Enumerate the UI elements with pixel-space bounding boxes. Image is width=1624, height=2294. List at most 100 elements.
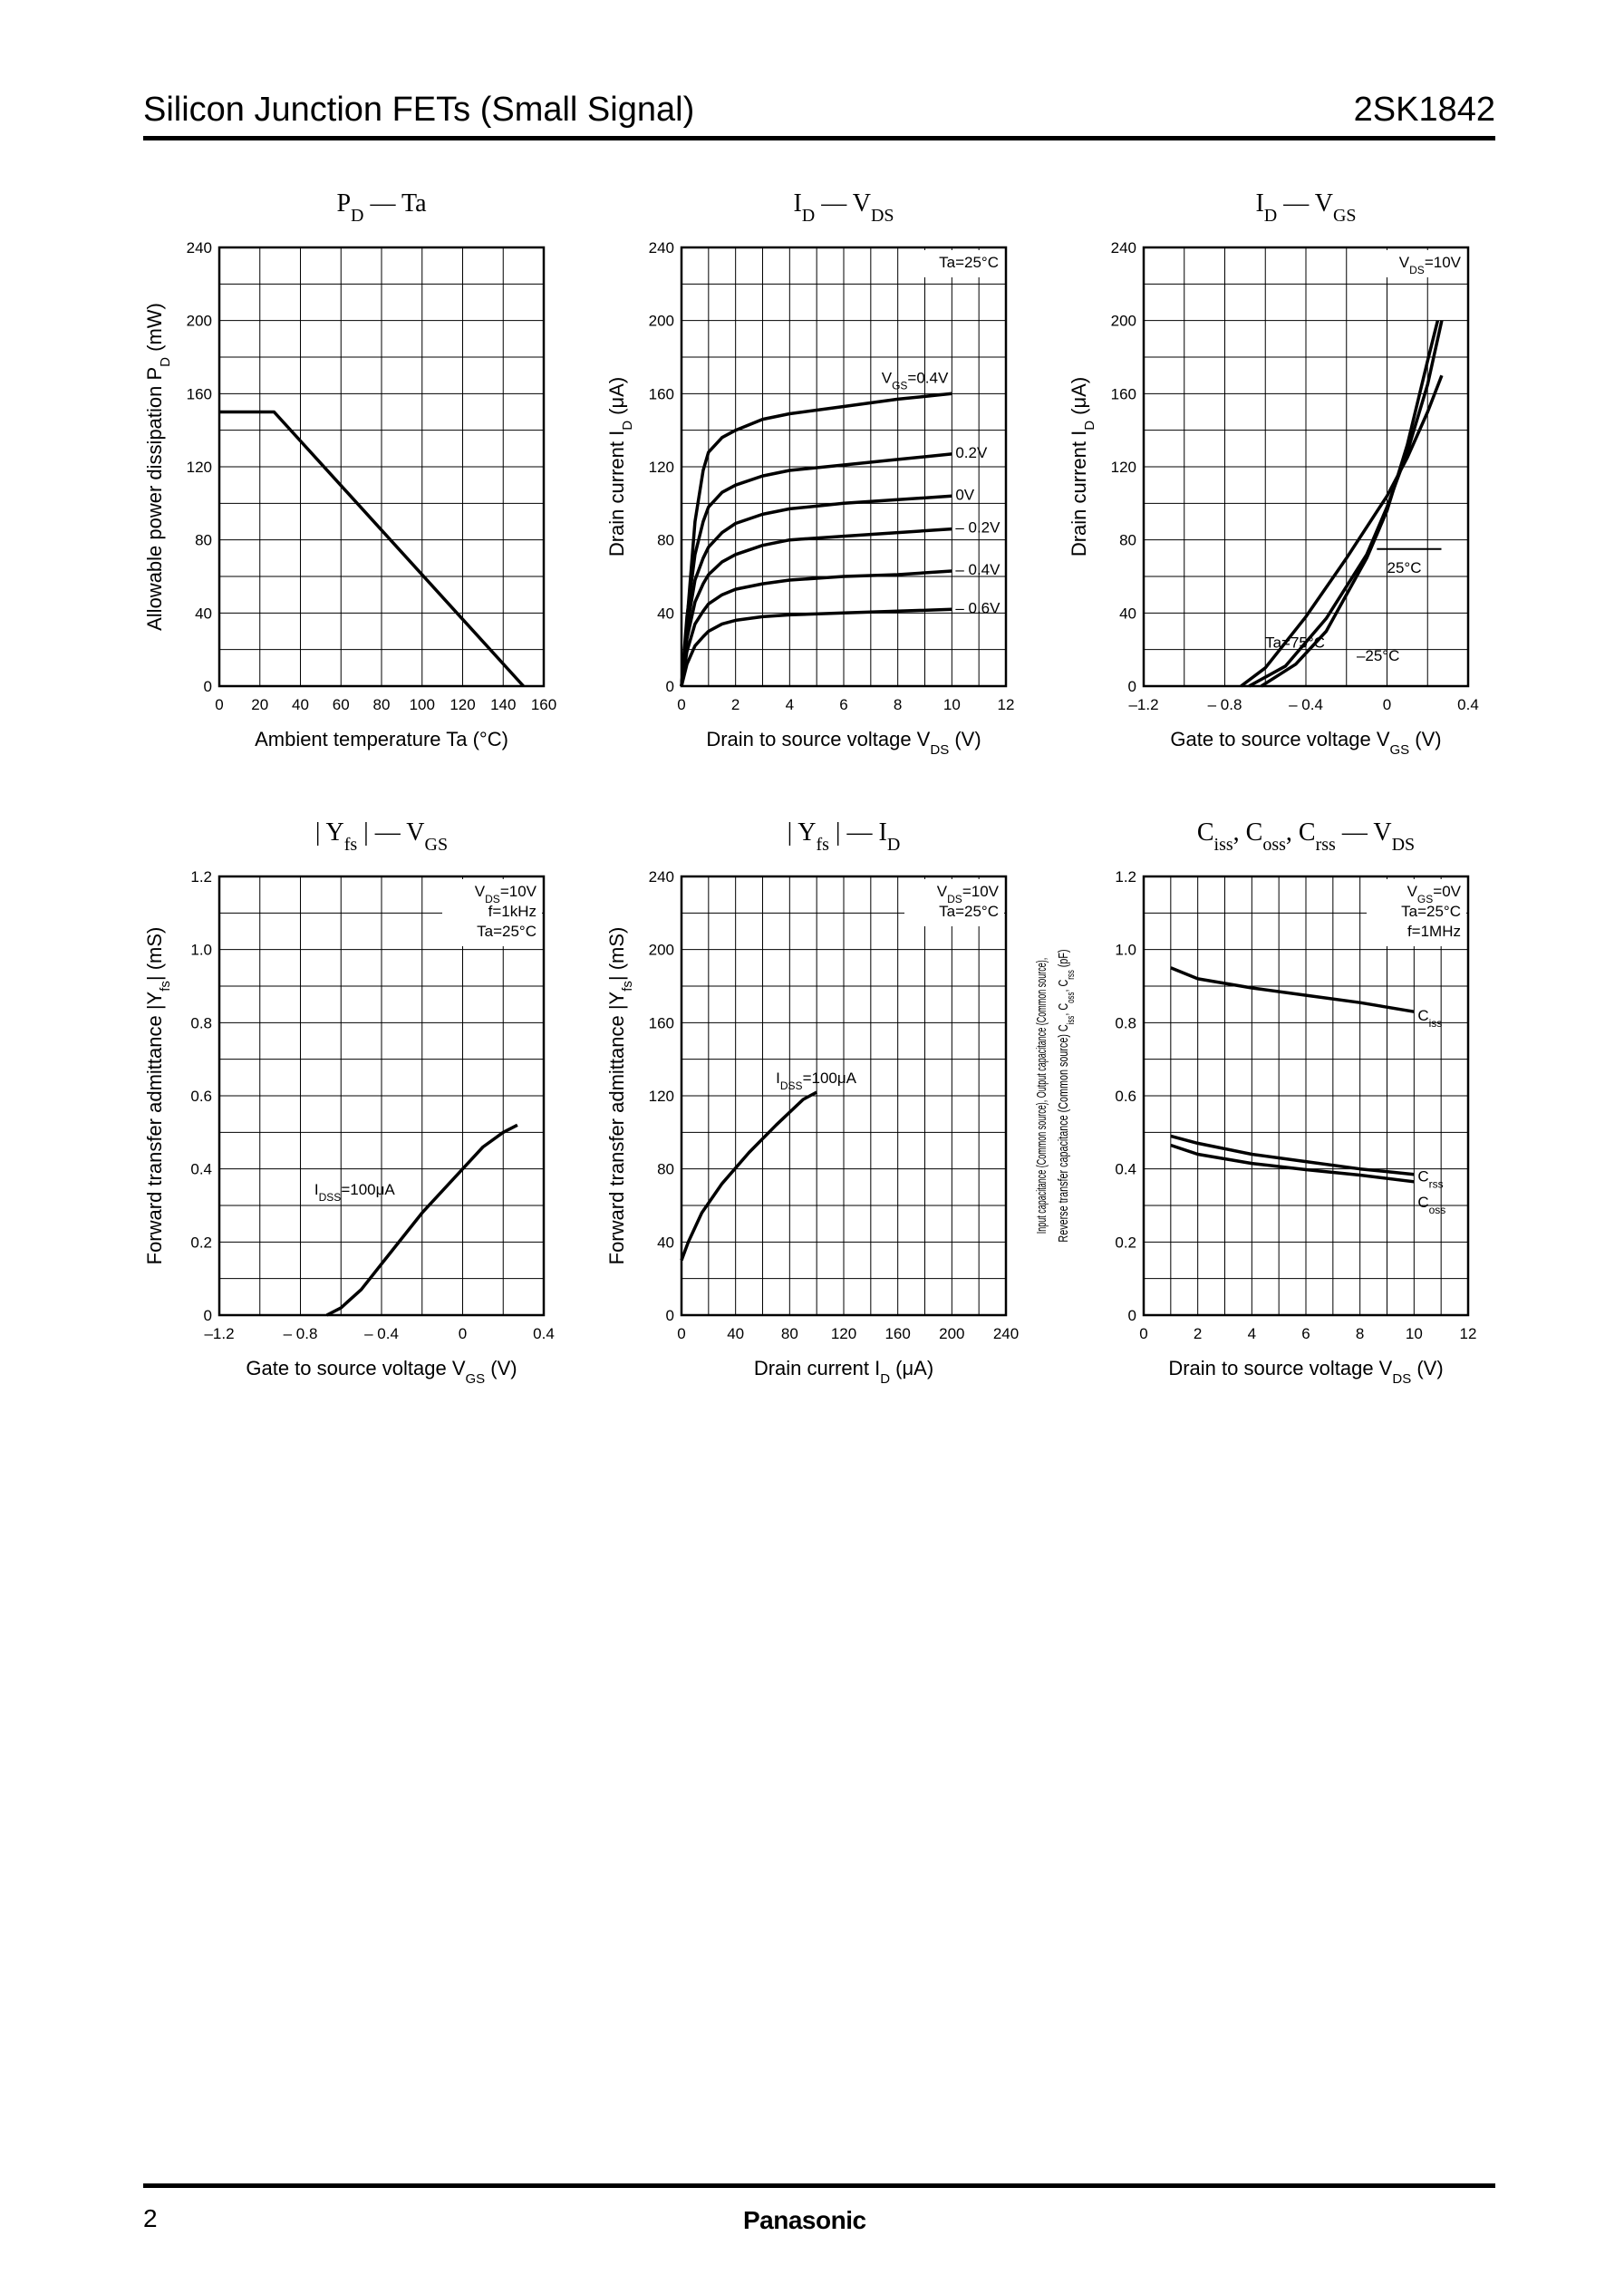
y-tick-label: 40 [657, 605, 674, 622]
series-line [680, 1090, 818, 1262]
x-tick-label: 100 [410, 696, 435, 713]
y-tick-label: 80 [657, 532, 674, 549]
x-axis-label: Gate to source voltage VGS (V) [246, 1357, 517, 1387]
part-number: 2SK1842 [1353, 91, 1495, 129]
y-tick-label: 0.6 [190, 1088, 212, 1105]
x-tick-label: 160 [884, 1325, 910, 1342]
y-tick-label: 200 [649, 313, 674, 330]
x-tick-label: 0 [459, 1325, 467, 1342]
y-tick-label: 80 [1119, 532, 1136, 549]
x-tick-label: 80 [781, 1325, 798, 1342]
x-tick-label: 60 [333, 696, 350, 713]
condition-note: Ta=25°C [1401, 903, 1461, 920]
condition-note: VGS=0V [1407, 883, 1462, 905]
series-label: – 0.2V [955, 519, 1000, 537]
plot-frame [1142, 875, 1470, 1317]
x-tick-label: 0 [677, 696, 685, 713]
condition-note: Ta=25°C [939, 903, 999, 920]
x-tick-label: 2 [731, 696, 740, 713]
x-tick-label: 140 [490, 696, 516, 713]
footer-rule [143, 2183, 1495, 2188]
plot-frame [218, 246, 546, 688]
series-line [1170, 1134, 1415, 1176]
chart-title: ID — VDS [793, 189, 894, 226]
y-tick-label: 0.2 [190, 1234, 212, 1251]
y-tick-label: 120 [649, 1088, 674, 1105]
y-tick-label: 0.8 [190, 1014, 212, 1031]
x-axis-label: Gate to source voltage VGS (V) [1170, 728, 1441, 758]
condition-note-bg [1367, 879, 1466, 946]
x-tick-label: – 0.4 [364, 1325, 399, 1342]
series-line [1170, 966, 1415, 1013]
series-label: – 0.4V [955, 561, 1000, 578]
series-label: Coss [1417, 1194, 1445, 1216]
condition-note-bg [1367, 250, 1466, 277]
brand-logo: Panasonic [743, 2206, 866, 2234]
y-tick-label: 200 [187, 313, 212, 330]
x-tick-label: 0.4 [1457, 696, 1479, 713]
x-tick-label: 0 [1383, 696, 1391, 713]
x-tick-label: 6 [1301, 1325, 1310, 1342]
x-tick-label: 120 [831, 1325, 856, 1342]
x-tick-label: 6 [839, 696, 847, 713]
x-axis-label: Drain to source voltage VDS (V) [706, 728, 981, 758]
series-label: IDSS=100μA [776, 1070, 857, 1092]
y-axis-label-2: Reverse transfer capacitance (Common sou… [1055, 949, 1077, 1242]
series-label: –25°C [1357, 647, 1399, 664]
page-number: 2 [143, 2204, 158, 2232]
x-tick-label: 0.4 [533, 1325, 555, 1342]
x-tick-label: 10 [1406, 1325, 1423, 1342]
series-label: Ciss [1417, 1007, 1442, 1030]
x-tick-label: – 0.8 [1208, 696, 1242, 713]
y-tick-label: 120 [649, 459, 674, 476]
series-label: VGS=0.4V [882, 369, 949, 392]
y-tick-label: 120 [187, 459, 212, 476]
x-axis-label: Drain to source voltage VDS (V) [1168, 1357, 1443, 1387]
y-tick-label: 240 [649, 239, 674, 257]
chart-title: ID — VGS [1255, 189, 1356, 226]
chart-title: Ciss, Coss, Crss — VDS [1197, 818, 1415, 855]
condition-note: VDS=10V [475, 883, 537, 905]
y-tick-label: 80 [195, 532, 212, 549]
y-axis-label: Drain current ID (μA) [1068, 377, 1097, 557]
x-tick-label: 160 [531, 696, 556, 713]
x-tick-label: 240 [993, 1325, 1019, 1342]
series-line [1260, 320, 1440, 688]
x-tick-label: 2 [1194, 1325, 1202, 1342]
y-tick-label: 160 [649, 1014, 674, 1031]
x-axis-label: Drain current ID (μA) [754, 1357, 933, 1387]
y-tick-label: 0 [204, 1307, 212, 1324]
condition-note: f=1kHz [488, 903, 536, 920]
y-tick-label: 160 [649, 385, 674, 402]
y-tick-label: 0 [666, 1307, 674, 1324]
y-tick-label: 0 [666, 678, 674, 695]
x-tick-label: 8 [894, 696, 902, 713]
y-tick-label: 40 [1119, 605, 1136, 622]
plot-frame [680, 875, 1008, 1317]
y-tick-label: 160 [1111, 385, 1136, 402]
y-tick-label: 80 [657, 1161, 674, 1178]
chart-4: | Yfs | — VGS –1.2 – 0.8 – 0.4 0 0.4 0 0.2 0.4 0.… [143, 818, 555, 1387]
x-tick-label: 4 [786, 696, 794, 713]
y-tick-label: 120 [1111, 459, 1136, 476]
x-tick-label: 0 [215, 696, 223, 713]
y-tick-label: 240 [649, 868, 674, 886]
x-tick-label: 8 [1356, 1325, 1364, 1342]
x-tick-label: –1.2 [1128, 696, 1158, 713]
header-rule [143, 136, 1495, 140]
condition-note: VDS=10V [1399, 254, 1462, 276]
condition-note-bg [904, 250, 1004, 277]
y-axis-label: Allowable power dissipation PD (mW) [143, 303, 173, 631]
condition-note-bg [442, 879, 542, 946]
chart-title: | Yfs | — ID [788, 818, 901, 855]
chart-1: PD — Ta 0 20 40 60 80 100 120 140 160 0 40 80 120 160 2… [143, 189, 556, 750]
y-tick-label: 0 [1128, 678, 1136, 695]
series-line [1240, 374, 1444, 688]
series-label: – 0.6V [955, 599, 1000, 616]
series-label: 25°C [1387, 559, 1422, 576]
y-tick-label: 0 [204, 678, 212, 695]
series-label: IDSS=100μA [314, 1181, 396, 1204]
series-label: Crss [1417, 1168, 1443, 1191]
x-tick-label: 4 [1248, 1325, 1256, 1342]
y-tick-label: 200 [649, 942, 674, 959]
